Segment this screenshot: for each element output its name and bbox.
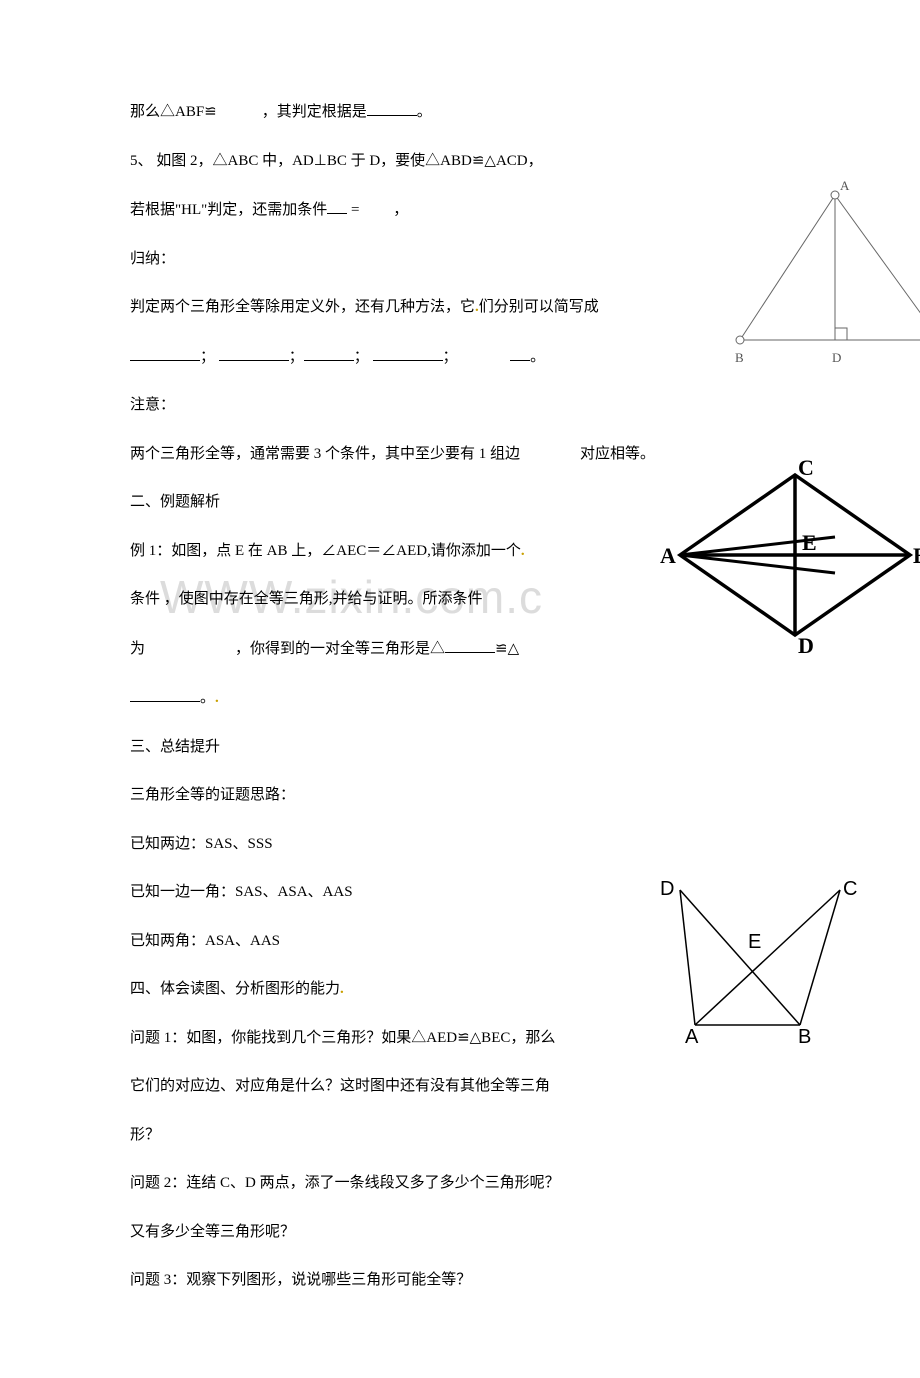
text-line-21: 它们的对应边、对应角是什么？这时图中还有没有其他全等三角 bbox=[130, 1075, 790, 1098]
text: 它们的对应边、对应角是什么？这时图中还有没有其他全等三角 bbox=[130, 1078, 550, 1094]
label-a: A bbox=[840, 180, 850, 193]
figure-crossed-abcde: A B C D E bbox=[650, 870, 880, 1050]
label-d: D bbox=[832, 350, 841, 365]
text: ； bbox=[289, 349, 304, 365]
text-line-4: 归纳： bbox=[130, 248, 790, 271]
text: 们分别可以简写成 bbox=[479, 299, 599, 315]
text-line-3: 若根据"HL"判定，还需加条件 = ， bbox=[130, 198, 790, 222]
text-line-25: 问题 3：观察下列图形，说说哪些三角形可能全等？ bbox=[130, 1269, 790, 1292]
text-line-13: 。. bbox=[130, 686, 790, 710]
label-a: A bbox=[660, 543, 676, 568]
figure-triangle-abc: A B D C bbox=[710, 180, 920, 375]
blank bbox=[130, 686, 200, 702]
text: 三、总结提升 bbox=[130, 739, 220, 755]
text-line-22: 形？ bbox=[130, 1124, 790, 1147]
blank bbox=[510, 345, 530, 361]
text: 两个三角形全等，通常需要 3 个条件，其中至少要有 1 组边 对应相等。 bbox=[130, 446, 655, 462]
text: 。 bbox=[200, 690, 215, 706]
label-a: A bbox=[685, 1026, 699, 1045]
text: 三角形全等的证题思路： bbox=[130, 787, 295, 803]
text: 5、 如图 2，△ABC 中，AD⊥BC 于 D，要使△ABD≌△ACD， bbox=[130, 153, 543, 169]
text: 归纳： bbox=[130, 251, 175, 267]
yellow-dot-icon: . bbox=[340, 981, 344, 997]
text-line-2: 5、 如图 2，△ABC 中，AD⊥BC 于 D，要使△ABD≌△ACD， bbox=[130, 150, 790, 173]
text-line-14: 三、总结提升 bbox=[130, 736, 790, 759]
label-b: B bbox=[913, 543, 920, 568]
label-c: C bbox=[798, 455, 814, 480]
text-line-24: 又有多少全等三角形呢？ bbox=[130, 1221, 790, 1244]
text: ； bbox=[354, 349, 369, 365]
text: 问题 1：如图，你能找到几个三角形？如果△AED≌△BEC，那么 bbox=[130, 1030, 555, 1046]
text: 又有多少全等三角形呢？ bbox=[130, 1224, 295, 1240]
text-line-16: 已知两边：SAS、SSS bbox=[130, 833, 790, 856]
text: 若根据"HL"判定，还需加条件 bbox=[130, 202, 327, 218]
text: 。 bbox=[530, 349, 545, 365]
text: 。 bbox=[417, 104, 432, 120]
label-e: E bbox=[748, 931, 761, 953]
label-c: C bbox=[843, 878, 857, 900]
text: 问题 2：连结 C、D 两点，添了一条线段又多了多少个三角形呢？ bbox=[130, 1175, 560, 1191]
label-d: D bbox=[798, 633, 814, 655]
text: = ， bbox=[347, 202, 408, 218]
text: 已知两角：ASA、AAS bbox=[130, 933, 280, 949]
text: ≌△ bbox=[495, 641, 519, 657]
text: 二、例题解析 bbox=[130, 494, 220, 510]
text: 已知一边一角：SAS、ASA、AAS bbox=[130, 884, 353, 900]
yellow-dot-icon: . bbox=[521, 543, 525, 559]
text-line-6: ； ； ； ； 。 bbox=[130, 345, 790, 369]
figure-kite-abcd: A B C D E bbox=[660, 455, 920, 660]
label-b: B bbox=[798, 1026, 811, 1045]
text: 四、体会读图、分析图形的能力 bbox=[130, 981, 340, 997]
triangle-svg: A B D C bbox=[710, 180, 920, 370]
text: 已知两边：SAS、SSS bbox=[130, 836, 273, 852]
blank bbox=[445, 637, 495, 653]
label-e: E bbox=[802, 530, 817, 555]
blank bbox=[130, 345, 200, 361]
text-line-15: 三角形全等的证题思路： bbox=[130, 784, 790, 807]
blank bbox=[219, 345, 289, 361]
text: ； bbox=[200, 349, 215, 365]
text: 判定两个三角形全等除用定义外，还有几种方法，它 bbox=[130, 299, 475, 315]
kite-svg: A B C D E bbox=[660, 455, 920, 655]
text-line-5: 判定两个三角形全等除用定义外，还有几种方法，它.们分别可以简写成 bbox=[130, 296, 790, 319]
text-line-1: 那么△ABF≌ ，其判定根据是 。 bbox=[130, 100, 790, 124]
label-d: D bbox=[660, 878, 674, 900]
text: 条件 ，使图中存在全等三角形,并给与证明。所添条件 bbox=[130, 591, 483, 607]
text: ； bbox=[443, 349, 451, 365]
blank bbox=[327, 198, 347, 214]
crossed-svg: A B C D E bbox=[650, 870, 880, 1045]
label-b: B bbox=[735, 350, 744, 365]
blank bbox=[373, 345, 443, 361]
blank bbox=[304, 345, 354, 361]
text: 那么△ABF≌ ，其判定根据是 bbox=[130, 104, 367, 120]
text: 注意： bbox=[130, 397, 175, 413]
text-line-23: 问题 2：连结 C、D 两点，添了一条线段又多了多少个三角形呢？ bbox=[130, 1172, 790, 1195]
blank bbox=[367, 100, 417, 116]
text: 例 1：如图，点 E 在 AB 上，∠AEC＝∠AED,请你添加一个 bbox=[130, 543, 521, 559]
text-line-7: 注意： bbox=[130, 394, 790, 417]
text: 为 ，你得到的一对全等三角形是△ bbox=[130, 641, 445, 657]
text: 问题 3：观察下列图形，说说哪些三角形可能全等？ bbox=[130, 1272, 471, 1288]
text: 形？ bbox=[130, 1127, 160, 1143]
yellow-dot-icon: . bbox=[215, 690, 219, 706]
